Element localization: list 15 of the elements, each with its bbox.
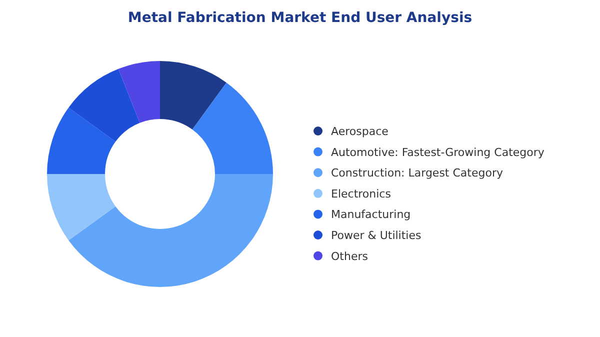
- donut-slice: [47, 108, 116, 174]
- chart-title: Metal Fabrication Market End User Analysis: [128, 10, 472, 26]
- legend-label: Automotive: Fastest-Growing Category: [331, 146, 545, 159]
- legend-label: Aerospace: [331, 125, 389, 138]
- donut-slice: [68, 174, 273, 287]
- legend-label: Manufacturing: [331, 208, 411, 222]
- legend-label: Others: [331, 250, 368, 263]
- legend-label: Power & Utilities: [331, 229, 422, 242]
- legend-label: Electronics: [331, 187, 392, 200]
- donut-slice: [192, 82, 273, 174]
- donut-slice: [160, 61, 226, 130]
- donut-slice: [118, 61, 160, 123]
- donut-slice: [47, 174, 116, 240]
- legend-label: Construction: Largest Category: [331, 166, 504, 180]
- donut-slice: [68, 68, 140, 142]
